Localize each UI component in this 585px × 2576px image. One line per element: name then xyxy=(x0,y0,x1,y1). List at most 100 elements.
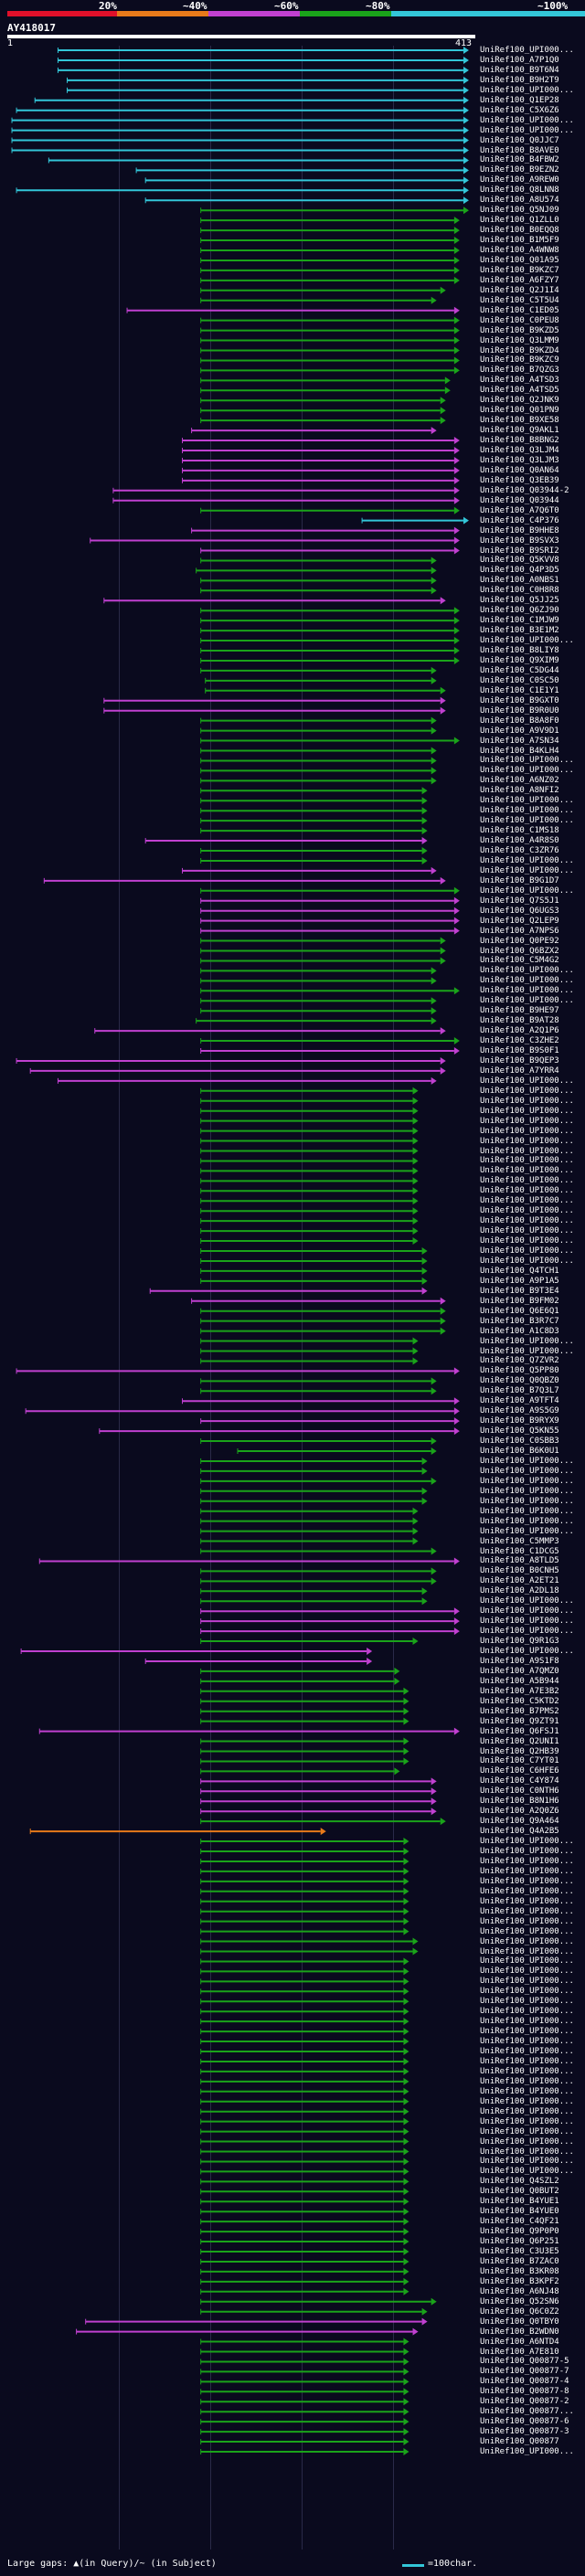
hit-label[interactable]: UniRef100_UPI000... xyxy=(480,2086,574,2096)
hit-row[interactable] xyxy=(361,516,469,525)
hit-row[interactable] xyxy=(200,376,451,385)
hit-label[interactable]: UniRef100_B9AT28 xyxy=(480,1016,559,1026)
hit-row[interactable] xyxy=(200,1927,410,1935)
hit-row[interactable] xyxy=(200,2418,410,2426)
hit-label[interactable]: UniRef100_Q3LJM4 xyxy=(480,446,559,455)
hit-row[interactable] xyxy=(135,166,469,175)
hit-label[interactable]: UniRef100_B9RYX9 xyxy=(480,1416,559,1426)
hit-row[interactable] xyxy=(200,2248,410,2255)
hit-row[interactable] xyxy=(200,237,460,245)
hit-row[interactable] xyxy=(200,1597,428,1606)
hit-label[interactable]: UniRef100_A6NZ02 xyxy=(480,776,559,786)
hit-label[interactable]: UniRef100_Q0JJC7 xyxy=(480,135,559,145)
hit-row[interactable] xyxy=(200,1527,419,1535)
hit-row[interactable] xyxy=(200,2168,410,2176)
hit-label[interactable]: UniRef100_A4TSD3 xyxy=(480,376,559,386)
hit-label[interactable]: UniRef100_Q00877-7 xyxy=(480,2367,569,2377)
hit-row[interactable] xyxy=(11,126,469,134)
hit-label[interactable]: UniRef100_UPI000... xyxy=(480,966,574,976)
hit-label[interactable]: UniRef100_B9EZN2 xyxy=(480,165,559,175)
hit-row[interactable] xyxy=(200,1167,419,1175)
hit-label[interactable]: UniRef100_UPI000... xyxy=(480,766,574,776)
hit-label[interactable]: UniRef100_A6FZY7 xyxy=(480,275,559,285)
hit-label[interactable]: UniRef100_Q7ZVR2 xyxy=(480,1356,559,1366)
hit-label[interactable]: UniRef100_Q0AN64 xyxy=(480,465,559,475)
hit-row[interactable] xyxy=(200,247,460,254)
hit-label[interactable]: UniRef100_UPI000... xyxy=(480,1456,574,1466)
hit-label[interactable]: UniRef100_UPI000... xyxy=(480,1987,574,1997)
hit-row[interactable] xyxy=(200,797,428,805)
hit-row[interactable] xyxy=(200,617,460,625)
hit-label[interactable]: UniRef100_B3E1M2 xyxy=(480,626,559,636)
hit-row[interactable] xyxy=(200,1267,428,1275)
hit-row[interactable] xyxy=(200,1737,410,1745)
hit-row[interactable] xyxy=(200,1387,437,1395)
hit-row[interactable] xyxy=(200,2238,410,2246)
hit-label[interactable]: UniRef100_Q9ZT91 xyxy=(480,1716,559,1726)
hit-label[interactable]: UniRef100_B4FBW2 xyxy=(480,155,559,165)
hit-row[interactable] xyxy=(200,1207,419,1215)
hit-label[interactable]: UniRef100_UPI000... xyxy=(480,1096,574,1106)
hit-label[interactable]: UniRef100_UPI000... xyxy=(480,2167,574,2177)
hit-label[interactable]: UniRef100_B7ZAC0 xyxy=(480,2256,559,2266)
hit-row[interactable] xyxy=(200,1537,419,1545)
hit-row[interactable] xyxy=(126,306,460,314)
hit-row[interactable] xyxy=(200,1638,419,1646)
hit-label[interactable]: UniRef100_B9T6N4 xyxy=(480,65,559,75)
hit-row[interactable] xyxy=(200,726,437,735)
hit-row[interactable] xyxy=(200,1787,437,1796)
hit-label[interactable]: UniRef100_UPI000... xyxy=(480,1847,574,1856)
hit-row[interactable] xyxy=(112,496,460,504)
hit-row[interactable] xyxy=(103,597,446,605)
hit-row[interactable] xyxy=(103,696,446,705)
hit-row[interactable] xyxy=(43,876,446,885)
hit-label[interactable]: UniRef100_A4WNW8 xyxy=(480,246,559,255)
hit-label[interactable]: UniRef100_UPI000... xyxy=(480,1486,574,1496)
hit-label[interactable]: UniRef100_C5DG44 xyxy=(480,665,559,675)
hit-row[interactable] xyxy=(200,1717,410,1725)
hit-row[interactable] xyxy=(200,1037,460,1045)
hit-row[interactable] xyxy=(200,906,460,915)
hit-row[interactable] xyxy=(200,2127,410,2136)
hit-label[interactable]: UniRef100_B9QEP3 xyxy=(480,1055,559,1065)
hit-label[interactable]: UniRef100_UPI000... xyxy=(480,1936,574,1946)
hit-label[interactable]: UniRef100_C5MMP3 xyxy=(480,1536,559,1546)
hit-row[interactable] xyxy=(200,847,428,854)
hit-label[interactable]: UniRef100_UPI000... xyxy=(480,1926,574,1936)
hit-label[interactable]: UniRef100_A9P1A5 xyxy=(480,1276,559,1286)
hit-label[interactable]: UniRef100_B1M5F9 xyxy=(480,236,559,246)
hit-row[interactable] xyxy=(200,1477,437,1485)
hit-label[interactable]: UniRef100_C1E1Y1 xyxy=(480,685,559,695)
hit-row[interactable] xyxy=(149,1287,428,1295)
hit-row[interactable] xyxy=(200,1627,460,1636)
hit-row[interactable] xyxy=(200,896,460,905)
hit-label[interactable]: UniRef100_UPI000... xyxy=(480,1236,574,1246)
hit-row[interactable] xyxy=(200,1967,410,1976)
hit-row[interactable] xyxy=(144,837,428,845)
hit-label[interactable]: UniRef100_UPI000... xyxy=(480,1596,574,1606)
hit-row[interactable] xyxy=(205,676,437,684)
hit-label[interactable]: UniRef100_UPI000... xyxy=(480,1977,574,1987)
hit-label[interactable]: UniRef100_UPI000... xyxy=(480,986,574,996)
hit-row[interactable] xyxy=(200,937,446,945)
hit-label[interactable]: UniRef100_UPI000... xyxy=(480,1336,574,1346)
hit-row[interactable] xyxy=(200,2038,410,2046)
hit-label[interactable]: UniRef100_UPI000... xyxy=(480,1876,574,1886)
hit-row[interactable] xyxy=(200,1917,410,1925)
hit-row[interactable] xyxy=(200,1697,410,1705)
hit-label[interactable]: UniRef100_Q2UNI1 xyxy=(480,1736,559,1746)
hit-row[interactable] xyxy=(200,336,460,345)
hit-row[interactable] xyxy=(200,1247,428,1255)
hit-row[interactable] xyxy=(200,227,460,235)
hit-label[interactable]: UniRef100_Q0BUT2 xyxy=(480,2187,559,2197)
hit-row[interactable] xyxy=(200,656,460,664)
hit-row[interactable] xyxy=(11,116,469,124)
hit-label[interactable]: UniRef100_UPI000... xyxy=(480,1186,574,1196)
hit-label[interactable]: UniRef100_A8NFI2 xyxy=(480,786,559,796)
hit-row[interactable] xyxy=(57,56,469,64)
hit-label[interactable]: UniRef100_Q0QBZ0 xyxy=(480,1376,559,1386)
hit-label[interactable]: UniRef100_A7QMZ0 xyxy=(480,1666,559,1676)
hit-row[interactable] xyxy=(200,2257,410,2265)
hit-label[interactable]: UniRef100_UPI000... xyxy=(480,2066,574,2076)
hit-label[interactable]: UniRef100_UPI000... xyxy=(480,1617,574,1627)
